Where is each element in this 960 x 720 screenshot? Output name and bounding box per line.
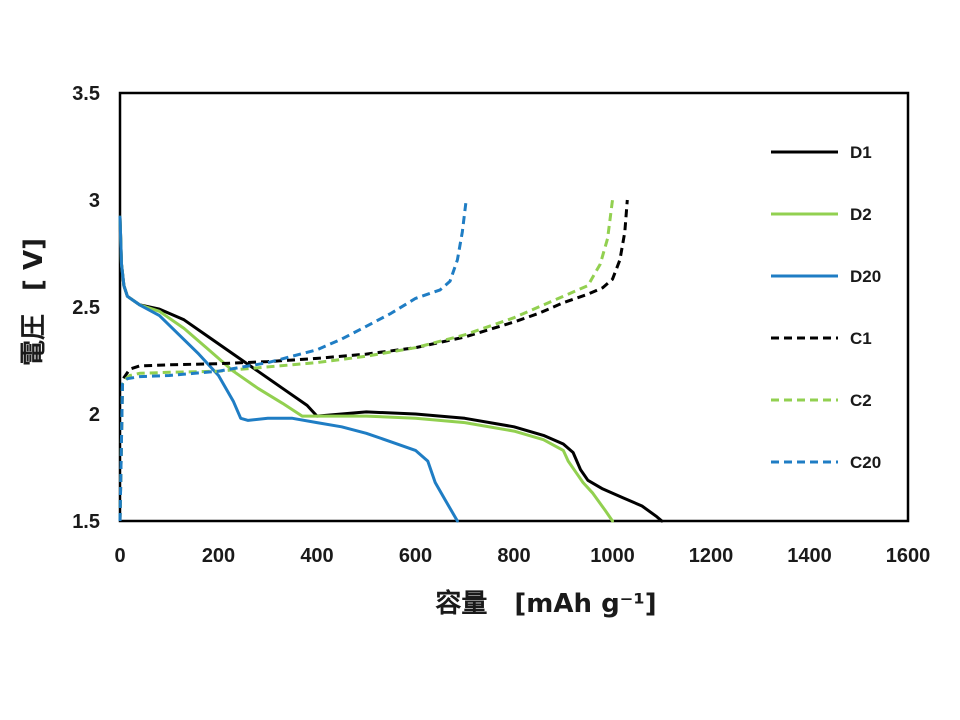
- series-line-d1: [118, 215, 664, 523]
- x-tick-label: 1600: [886, 545, 931, 567]
- x-tick-label: 600: [399, 545, 432, 567]
- y-tick-label: 2: [89, 404, 100, 426]
- y-axis-unit: [ V]: [19, 238, 49, 291]
- x-axis-title-text: 容量: [435, 588, 487, 619]
- plot-area-frame: [118, 91, 910, 523]
- y-tick-label: 2.5: [72, 297, 100, 319]
- x-tick-label: 200: [202, 545, 235, 567]
- legend-label-c1: C1: [850, 329, 872, 348]
- x-axis-tick-labels: 0 200 400 600 800 1000 1200 1400 1600: [114, 545, 930, 567]
- series-line-d20: [118, 215, 459, 523]
- x-tick-label: 400: [300, 545, 333, 567]
- x-tick-label: 800: [497, 545, 530, 567]
- x-axis-title: 容量 [mAh g⁻¹]: [435, 588, 656, 619]
- y-tick-label: 3: [89, 190, 100, 212]
- series-line-c1: [118, 199, 629, 522]
- series-lines: [118, 199, 664, 523]
- x-tick-label: 1200: [689, 545, 734, 567]
- y-axis-title-text: 電圧: [19, 314, 49, 366]
- y-tick-label: 3.5: [72, 83, 100, 105]
- legend-label-d2: D2: [850, 205, 872, 224]
- series-line-c2: [118, 199, 614, 522]
- y-axis-title: 電圧 [ V]: [19, 238, 49, 366]
- series-line-d2: [118, 215, 614, 523]
- legend-label-d20: D20: [850, 267, 881, 286]
- legend-label-d1: D1: [850, 143, 872, 162]
- y-tick-label: 1.5: [72, 511, 100, 533]
- x-tick-label: 0: [114, 545, 125, 567]
- x-tick-label: 1400: [787, 545, 832, 567]
- x-axis-unit: [mAh g⁻¹]: [514, 589, 656, 619]
- y-axis-tick-labels: 1.5 2 2.5 3 3.5: [72, 83, 100, 533]
- legend-label-c20: C20: [850, 453, 881, 472]
- series-line-c20: [118, 199, 468, 522]
- legend-label-c2: C2: [850, 391, 872, 410]
- x-tick-label: 1000: [590, 545, 635, 567]
- legend: D1 D2 D20 C1 C2 C20: [771, 143, 881, 472]
